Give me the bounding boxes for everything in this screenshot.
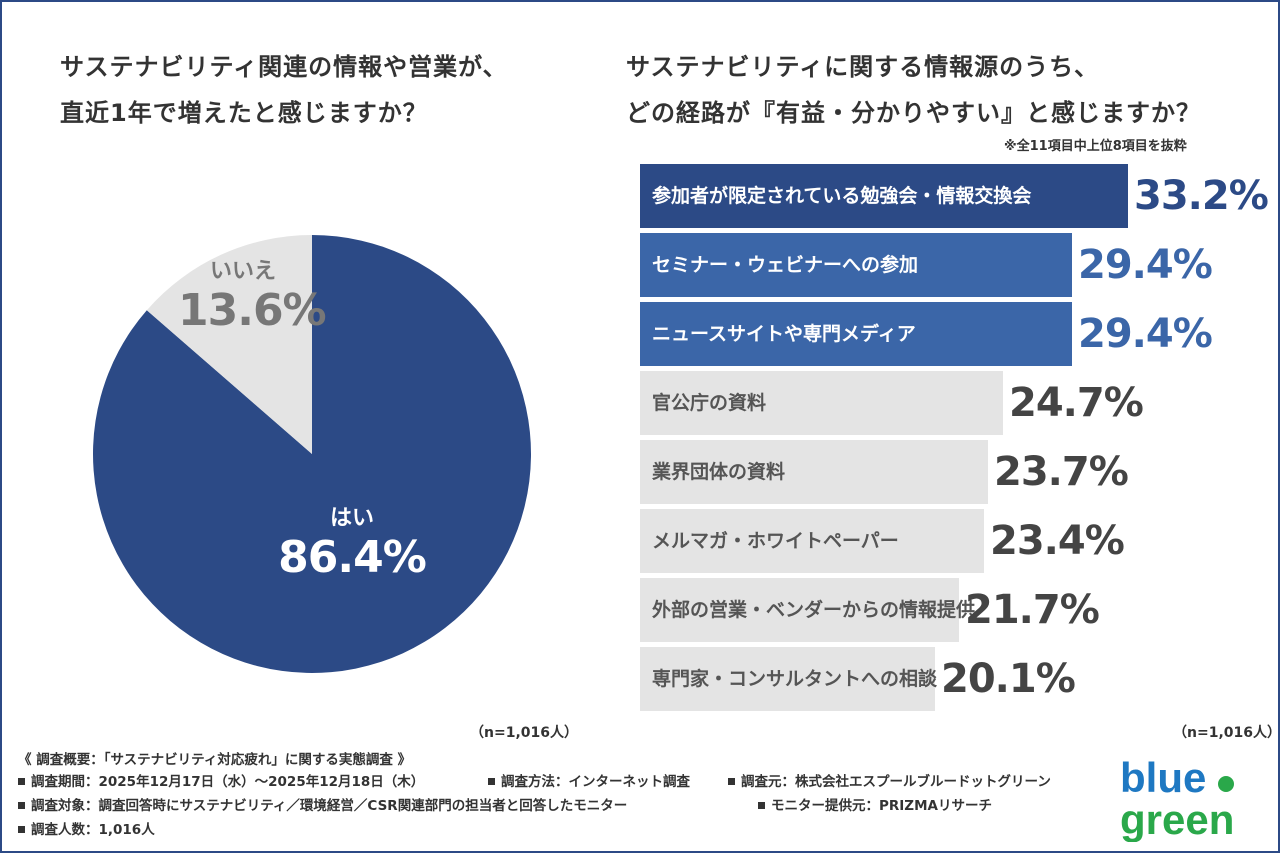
bullet-icon [18,825,25,833]
bullet-icon [728,777,735,785]
bar-row: 外部の営業・ベンダーからの情報提供 21.7% [640,578,1260,642]
bar [640,440,988,504]
bullet-icon [18,777,25,785]
pie-no-label: いいえ [209,259,276,284]
survey-provider: モニター提供元：PRIZMAリサーチ [758,794,992,814]
bullet-icon [758,801,765,809]
bar-category-label: メルマガ・ホワイトペーパー [652,530,899,552]
pie-slice-yes [92,235,532,674]
bar [640,647,935,711]
bar [640,233,1072,297]
bar-value-label: 20.1% [941,656,1076,702]
bar-category-label: 業界団体の資料 [652,461,786,483]
pie-label-no: いいえ 13.6% [178,253,327,336]
bar-row: セミナー・ウェビナーへの参加 29.4% [640,233,1260,297]
pie-chart [92,235,532,674]
survey-source: 調査元：株式会社エスプールブルードットグリーン [728,770,1051,790]
survey-heading: 《 調査概要：「サステナビリティ対応疲れ」に関する実態調査 》 [18,752,412,768]
survey-target: 調査対象：調査回答時にサステナビリティ／環境経営／CSR関連部門の担当者と回答し… [18,794,627,814]
bar-value-label: 23.7% [994,449,1129,495]
bar-chart-title: サステナビリティに関する情報源のうち、 どの経路が『有益・分かりやすい』と感じま… [626,44,1201,136]
bar-category-label: 参加者が限定されている勉強会・情報交換会 [652,185,1032,207]
survey-method-text: 調査方法：インターネット調査 [501,774,690,790]
bar-category-label: ニュースサイトや専門メディア [652,323,916,345]
pie-yes-label: はい [329,506,374,531]
bar-sample-size: （n=1,016人） [1173,725,1280,741]
bar-value-label: 24.7% [1009,380,1144,426]
bar-value-label: 23.4% [990,518,1125,564]
pie-sample-size: （n=1,016人） [470,725,578,741]
bar [640,371,1003,435]
bar [640,509,984,573]
bar-row: 業界団体の資料 23.7% [640,440,1260,504]
survey-count-text: 調査人数：1,016人 [31,822,155,838]
bar-row: ニュースサイトや専門メディア 29.4% [640,302,1260,366]
bar [640,578,959,642]
survey-period: 調査期間：2025年12月17日（水）～2025年12月18日（木） [18,770,424,790]
bar-value-label: 29.4% [1078,311,1213,357]
pie-label-yes: はい 86.4% [272,500,432,583]
bar [640,302,1072,366]
pie-chart-title: サステナビリティ関連の情報や営業が、 直近1年で増えたと感じますか？ [60,44,508,136]
bar-title-line-1: サステナビリティに関する情報源のうち、 [626,53,1100,81]
bullet-icon [488,777,495,785]
survey-method: 調査方法：インターネット調査 [488,770,690,790]
bar-value-label: 21.7% [965,587,1100,633]
bar-row: 参加者が限定されている勉強会・情報交換会 33.2% [640,164,1269,228]
pie-slice-no [146,235,312,454]
bluegreen-logo: blue green [1120,756,1234,842]
logo-blue-text: blue [1120,756,1206,801]
bar [640,164,1128,228]
bullet-icon [18,801,25,809]
survey-period-text: 調査期間：2025年12月17日（水）～2025年12月18日（木） [31,774,425,790]
bar-category-label: 外部の営業・ベンダーからの情報提供 [652,599,976,621]
bar-row: 官公庁の資料 24.7% [640,371,1260,435]
bar-chart: 参加者が限定されている勉強会・情報交換会 33.2% セミナー・ウェビナーへの参加 2… [640,164,1269,716]
bar-category-label: セミナー・ウェビナーへの参加 [652,254,919,276]
survey-target-text: 調査対象：調査回答時にサステナビリティ／環境経営／CSR関連部門の担当者と回答し… [31,798,628,814]
survey-source-text: 調査元：株式会社エスプールブルードットグリーン [741,774,1051,790]
bar-row: 専門家・コンサルタントへの相談 20.1% [640,647,1260,711]
survey-count: 調査人数：1,016人 [18,818,155,838]
survey-provider-text: モニター提供元：PRIZMAリサーチ [771,798,992,814]
pie-yes-value: 86.4% [278,532,427,583]
bar-title-line-2: どの経路が『有益・分かりやすい』と感じますか？ [626,99,1201,127]
pie-no-value: 13.6% [178,285,327,336]
logo-green-text: green [1120,796,1234,842]
pie-title-line-2: 直近1年で増えたと感じますか？ [60,99,428,127]
bar-chart-note: ※全11項目中上位8項目を抜粋 [1004,139,1187,154]
bar-value-label: 33.2% [1134,173,1269,219]
bar-row: メルマガ・ホワイトペーパー 23.4% [640,509,1260,573]
bar-value-label: 29.4% [1078,242,1213,288]
bar-category-label: 官公庁の資料 [652,392,767,414]
pie-title-line-1: サステナビリティ関連の情報や営業が、 [60,53,508,81]
logo-dot-icon [1218,776,1234,792]
bar-category-label: 専門家・コンサルタントへの相談 [652,668,938,690]
